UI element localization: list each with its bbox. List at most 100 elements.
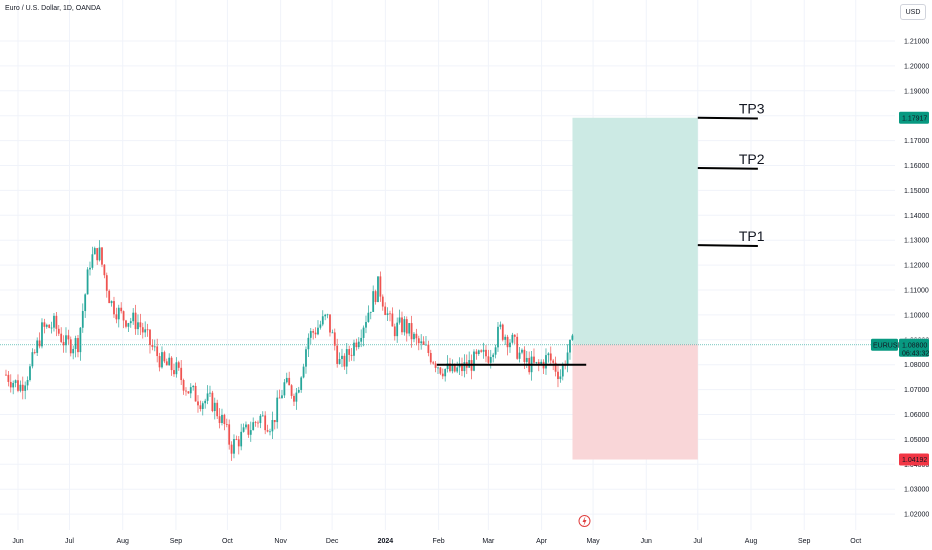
candle xyxy=(170,356,173,376)
candle xyxy=(283,379,286,398)
symbol-badge-text: EURUSD xyxy=(873,342,903,349)
candle xyxy=(249,421,252,442)
candle xyxy=(343,353,346,370)
candle xyxy=(185,387,187,396)
candle xyxy=(415,328,418,346)
y-tick-label: 1.08000 xyxy=(904,362,929,369)
candle xyxy=(492,352,495,363)
x-tick-label: Aug xyxy=(745,538,758,545)
candle xyxy=(295,387,298,410)
candle xyxy=(36,337,39,356)
candle xyxy=(533,348,535,365)
candle xyxy=(269,428,271,436)
candle xyxy=(81,303,84,333)
candle xyxy=(377,276,379,303)
candle xyxy=(122,310,125,329)
y-tick-label: 1.14000 xyxy=(904,213,929,220)
candle xyxy=(369,311,372,320)
candle xyxy=(480,349,483,353)
candle xyxy=(482,342,485,359)
candle xyxy=(398,309,401,325)
candle xyxy=(67,329,70,345)
candle xyxy=(281,390,283,399)
candle xyxy=(177,360,180,371)
stop-price-badge xyxy=(899,453,929,466)
candle xyxy=(74,335,77,358)
candle xyxy=(273,419,276,430)
stop-price-badge-text: 1.04192 xyxy=(902,457,927,464)
x-tick-label: 2024 xyxy=(378,538,394,545)
tp-line xyxy=(697,116,758,120)
candle xyxy=(516,333,519,360)
y-tick-label: 1.07000 xyxy=(904,387,929,394)
candle xyxy=(7,370,10,387)
candle xyxy=(350,347,353,361)
candle xyxy=(559,369,562,383)
candle xyxy=(341,348,343,368)
candle xyxy=(499,321,502,330)
candle xyxy=(261,411,264,417)
x-tick-label: May xyxy=(586,538,600,545)
candle xyxy=(223,413,226,431)
candle xyxy=(365,315,367,334)
candle xyxy=(161,346,163,369)
candle xyxy=(513,334,516,345)
candle xyxy=(242,423,245,433)
candle xyxy=(381,294,384,311)
candle xyxy=(557,364,559,388)
candle xyxy=(410,315,413,348)
countdown-text: 06:43:32 xyxy=(902,350,929,357)
candle xyxy=(458,357,461,376)
candle xyxy=(401,311,403,335)
candle xyxy=(501,323,504,342)
candle xyxy=(422,336,425,346)
candle xyxy=(101,247,103,268)
y-tick-label: 1.13000 xyxy=(904,238,929,245)
candle xyxy=(403,316,406,336)
candle xyxy=(201,401,204,416)
candle xyxy=(353,339,355,362)
candle xyxy=(300,376,303,393)
candle xyxy=(441,368,444,380)
x-tick-label: Apr xyxy=(536,538,548,545)
candle xyxy=(521,348,523,355)
candle xyxy=(5,369,7,376)
tp-label: TP2 xyxy=(739,151,765,167)
y-tick-label: 1.17000 xyxy=(904,138,929,145)
candle xyxy=(384,302,387,316)
candle xyxy=(53,312,55,332)
candle xyxy=(146,323,149,337)
candle xyxy=(439,366,442,376)
candle xyxy=(247,424,250,438)
candle xyxy=(125,319,127,329)
candle xyxy=(257,420,259,428)
candle xyxy=(45,323,48,329)
x-tick-label: Oct xyxy=(850,538,861,545)
lightning-glyph xyxy=(582,516,587,526)
candle xyxy=(105,272,108,298)
candle xyxy=(473,349,475,372)
candle xyxy=(333,328,336,351)
candle xyxy=(372,285,375,312)
candle xyxy=(218,408,221,429)
candle xyxy=(127,322,130,332)
candle xyxy=(396,317,399,343)
candle xyxy=(29,363,31,382)
candle xyxy=(50,321,53,334)
candle xyxy=(237,436,240,455)
candle xyxy=(17,374,19,393)
candle xyxy=(475,349,478,360)
currency-button[interactable]: USD xyxy=(900,4,926,20)
candle xyxy=(489,349,492,369)
candle xyxy=(175,357,178,378)
candle xyxy=(425,335,427,346)
candle xyxy=(504,334,507,345)
candle xyxy=(487,349,490,365)
candle xyxy=(314,327,317,339)
current-price-badge xyxy=(899,338,929,357)
y-tick-label: 1.06000 xyxy=(904,412,929,419)
candle xyxy=(65,327,67,353)
candle xyxy=(566,344,569,373)
candle xyxy=(108,289,111,304)
